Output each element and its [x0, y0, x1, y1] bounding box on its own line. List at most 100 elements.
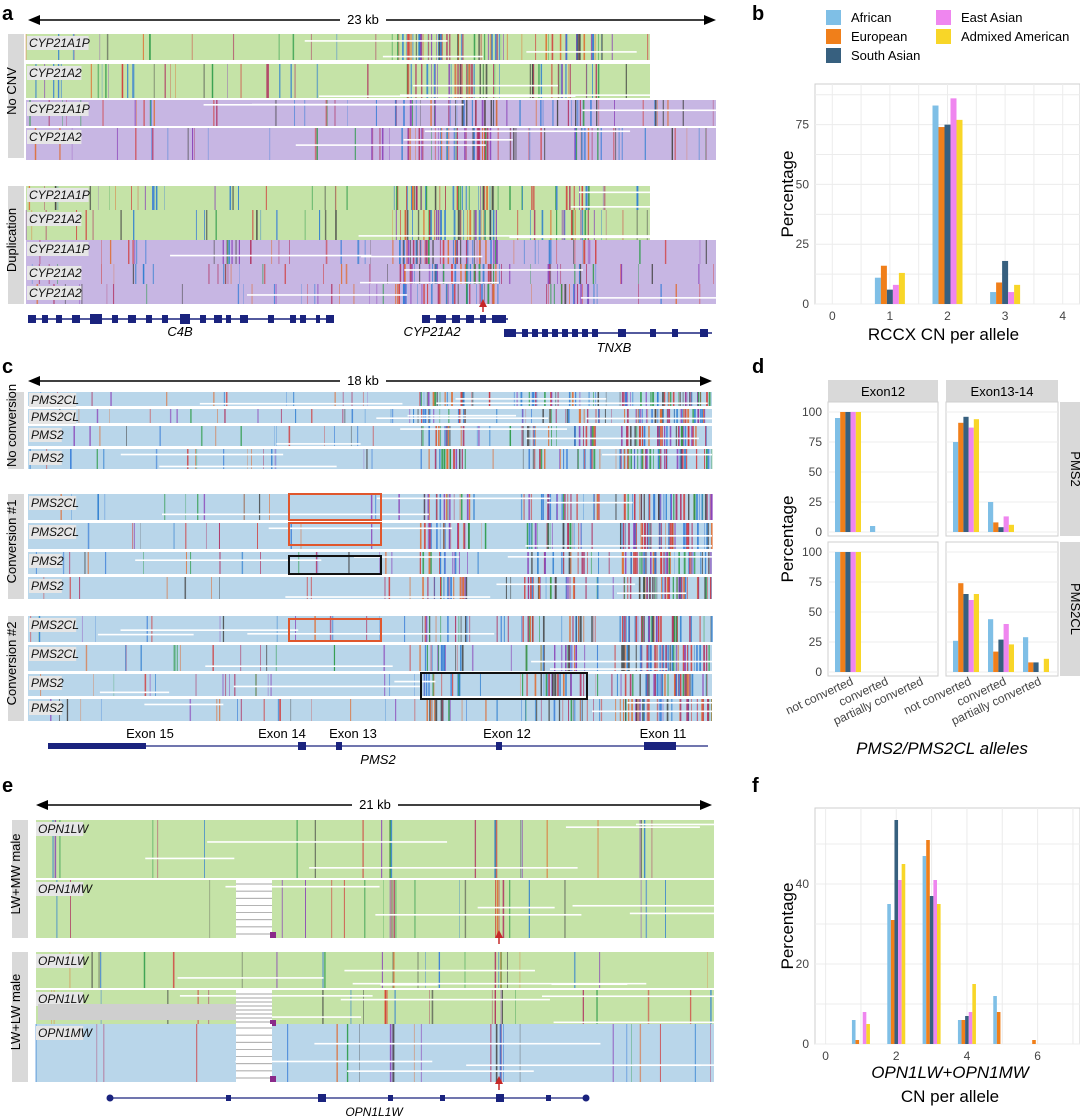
track-label: CYP21A2	[29, 212, 82, 226]
variant-arrow-icon	[479, 299, 487, 307]
panel-label-e: e	[2, 775, 13, 797]
bar	[958, 422, 964, 532]
bar	[851, 1020, 856, 1044]
bar	[973, 594, 979, 672]
y-tick-label: 50	[796, 177, 810, 191]
bar	[835, 418, 841, 532]
bar	[968, 600, 974, 672]
exon-11-label: Exon 11	[640, 726, 687, 741]
gene-model-a: C4B CYP21A2 TNXB	[28, 299, 712, 355]
x-tick-label: 0	[822, 1049, 829, 1063]
bar	[953, 442, 959, 532]
bar	[870, 526, 876, 532]
panel-e-read-tracks: OPN1LW OPN1MW OPN1LW OPN1LW OPN1MW LW+MW male…	[8, 820, 714, 1082]
bar	[855, 552, 861, 672]
bar	[1002, 260, 1009, 304]
bar	[862, 1012, 867, 1044]
bar	[1008, 524, 1014, 532]
panel-label-a: a	[2, 3, 14, 25]
bar	[929, 896, 934, 1044]
bar	[950, 98, 957, 304]
gene-model-c: Exon 15 Exon 14 Exon 13 Exon 12 Exon 11 …	[48, 726, 708, 767]
bar	[957, 1020, 962, 1044]
bar	[890, 920, 895, 1044]
track-label: CYP21A1P	[29, 242, 90, 256]
x-axis-label: OPN1LW+OPN1MW	[871, 1063, 1031, 1082]
bar	[938, 127, 945, 304]
bar	[1008, 292, 1015, 304]
track-label: PMS2CL	[31, 647, 79, 661]
conversion-box-black	[420, 672, 588, 700]
track-label: CYP21A2	[29, 66, 82, 80]
bar	[926, 840, 930, 1044]
y-tick-label: 50	[809, 605, 823, 619]
x-tick-label: 4	[964, 1049, 971, 1063]
bar	[963, 416, 969, 532]
bar	[892, 284, 899, 304]
track-label: CYP21A2	[29, 130, 82, 144]
exon-13-label: Exon 13	[329, 726, 377, 741]
bar	[855, 412, 861, 532]
scale-label-a: 23 kb	[347, 12, 379, 27]
bar	[958, 583, 964, 672]
bar	[963, 594, 969, 672]
y-tick-label: 0	[802, 1037, 809, 1051]
bar	[850, 552, 856, 672]
y-tick-label: 20	[796, 957, 810, 971]
y-tick-label: 0	[802, 297, 809, 311]
legend-label: South Asian	[851, 48, 920, 63]
bar	[886, 289, 893, 304]
bar	[933, 880, 937, 1044]
facet-column-label: Exon13-14	[971, 384, 1034, 399]
x-axis-label: PMS2/PMS2CL alleles	[856, 739, 1028, 758]
exon-14-label: Exon 14	[258, 726, 306, 741]
bar	[1033, 662, 1039, 672]
bar	[845, 552, 851, 672]
track-label: PMS2CL	[31, 496, 79, 510]
bar	[988, 502, 994, 532]
conversion-box-black	[288, 555, 382, 575]
facet-column-label: Exon12	[861, 384, 905, 399]
panel-label-c: c	[2, 356, 13, 378]
track-label: OPN1MW	[38, 882, 94, 896]
group-label-conversion-2: Conversion #2	[4, 622, 19, 706]
legend-swatch	[826, 29, 841, 44]
group-label-duplication: Duplication	[4, 208, 19, 272]
scale-bar-e: 21 kb	[36, 795, 712, 813]
track-label: PMS2CL	[31, 618, 79, 632]
bar	[1014, 284, 1021, 304]
bar	[1043, 658, 1049, 672]
legend-swatch	[936, 10, 951, 25]
track-label: OPN1LW	[38, 822, 90, 836]
bar	[1023, 637, 1029, 672]
track-label: PMS2	[31, 676, 64, 690]
panel-label-f: f	[752, 775, 759, 797]
bar	[961, 1020, 966, 1044]
scale-bar-c: 18 kb	[28, 371, 712, 389]
bar	[922, 856, 927, 1044]
x-tick-label: 6	[1034, 1049, 1041, 1063]
bar	[874, 277, 881, 304]
track-label: CYP21A2	[29, 286, 82, 300]
bar	[835, 552, 841, 672]
track-label: PMS2	[31, 579, 64, 593]
y-tick-label: 100	[802, 545, 822, 559]
bar	[1028, 662, 1034, 672]
panel-label-b: b	[752, 3, 764, 25]
track-label: PMS2CL	[31, 393, 79, 407]
x-tick-label: 4	[1059, 309, 1066, 323]
group-label-no-conversion: No conversion	[4, 384, 19, 467]
y-tick-label: 75	[796, 118, 810, 132]
y-tick-label: 25	[796, 237, 810, 251]
track-label: OPN1LW	[38, 992, 90, 1006]
exon-15-label: Exon 15	[126, 726, 174, 741]
gene-label-cyp21a2: CYP21A2	[403, 324, 461, 339]
bar	[988, 619, 994, 672]
panel-c-read-tracks: PMS2CL PMS2CL PMS2 PMS2 No conversion PMS2CL P…	[4, 384, 713, 721]
bar	[855, 1040, 860, 1044]
bar	[944, 124, 951, 304]
track-label: CYP21A2	[29, 266, 82, 280]
bar	[973, 419, 979, 532]
bar	[937, 904, 941, 1044]
conversion-box-red	[288, 493, 382, 521]
